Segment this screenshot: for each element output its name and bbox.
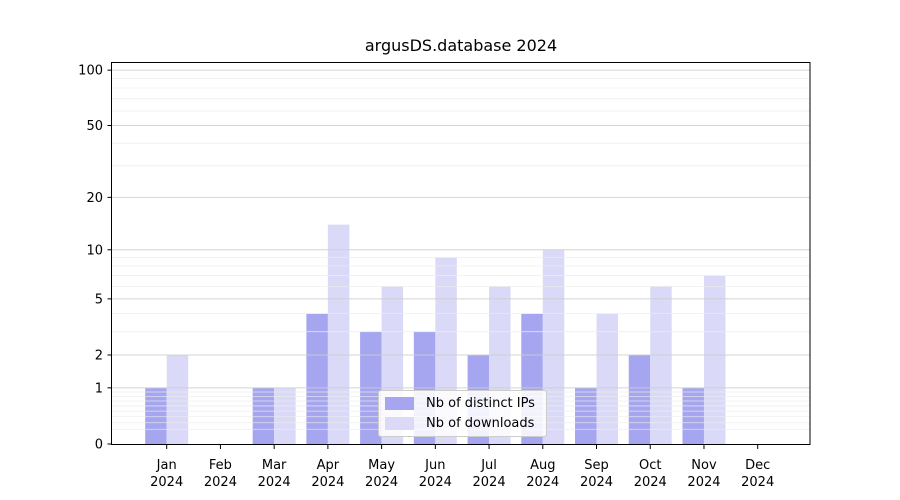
x-tick-label-month: Jan (156, 458, 177, 473)
legend-item-distinct-ips: Nb of distinct IPs (385, 396, 535, 411)
x-tick-label-month: Jul (480, 458, 497, 473)
x-tick-label-year: 2024 (580, 475, 613, 490)
bar-distinct-ips-jan (145, 387, 167, 444)
legend-swatch-downloads (385, 417, 414, 430)
x-tick-label-month: Oct (639, 458, 661, 473)
bar-distinct-ips-nov (682, 387, 704, 444)
bar-downloads-mar (274, 387, 296, 444)
y-tick-label: 0 (95, 438, 103, 453)
legend: Nb of distinct IPs Nb of downloads (378, 390, 547, 437)
plot-border (111, 62, 811, 445)
y-tick-label: 100 (78, 64, 103, 79)
bar-distinct-ips-apr (306, 313, 328, 444)
x-tick-label-month: Aug (530, 458, 555, 473)
x-tick-label-month: Mar (262, 458, 287, 473)
bar-downloads-sep (596, 313, 619, 444)
x-tick-label-month: Nov (691, 458, 717, 473)
legend-item-downloads: Nb of downloads (385, 416, 535, 431)
x-tick-label-month: Sep (584, 458, 609, 473)
x-tick-label-year: 2024 (365, 475, 398, 490)
y-tick-label: 5 (95, 292, 103, 307)
x-tick-label-year: 2024 (419, 475, 452, 490)
x-tick-label-year: 2024 (204, 475, 237, 490)
bar-distinct-ips-mar (252, 387, 275, 444)
y-tick-label: 50 (86, 119, 103, 134)
bar-downloads-oct (650, 286, 672, 444)
y-tick-label: 10 (86, 243, 103, 258)
legend-swatch-distinct-ips (385, 397, 414, 410)
x-tick-label-year: 2024 (634, 475, 667, 490)
x-tick-label-year: 2024 (150, 475, 183, 490)
bar-downloads-apr (327, 224, 350, 444)
x-tick-label-year: 2024 (473, 475, 506, 490)
legend-label-distinct-ips: Nb of distinct IPs (426, 396, 535, 411)
x-tick-label-year: 2024 (526, 475, 559, 490)
x-tick-label-month: May (368, 458, 395, 473)
y-tick-label: 2 (95, 349, 103, 364)
x-tick-label-year: 2024 (311, 475, 344, 490)
x-tick-label-year: 2024 (741, 475, 774, 490)
x-tick-label-month: Feb (209, 458, 232, 473)
bar-downloads-aug (542, 249, 565, 444)
x-tick-label-month: Jun (424, 458, 445, 473)
x-tick-label-year: 2024 (258, 475, 291, 490)
legend-label-downloads: Nb of downloads (426, 416, 535, 431)
chart-title: argusDS.database 2024 (364, 36, 558, 55)
x-tick-label-month: Apr (317, 458, 340, 473)
bar-distinct-ips-oct (628, 355, 651, 444)
x-tick-label-year: 2024 (687, 475, 720, 490)
y-tick-label: 1 (95, 381, 103, 396)
bar-distinct-ips-sep (575, 387, 597, 444)
x-tick-label-month: Dec (745, 458, 770, 473)
bar-downloads-jan (166, 355, 189, 444)
bar-downloads-nov (703, 275, 726, 444)
y-tick-label: 20 (86, 191, 103, 206)
